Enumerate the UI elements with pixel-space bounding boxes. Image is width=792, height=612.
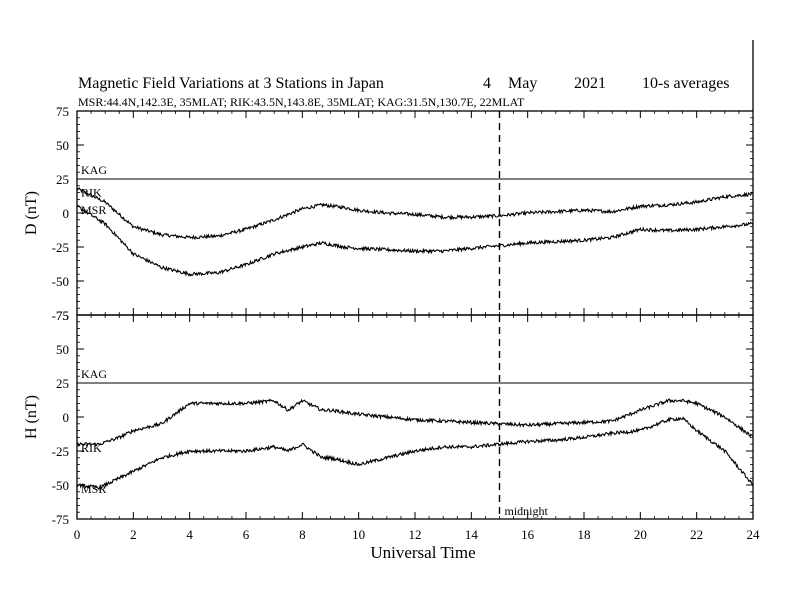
y-tick-label: 50 xyxy=(56,138,69,153)
y-tick-label: -25 xyxy=(52,240,69,255)
y-tick-label: 25 xyxy=(56,376,69,391)
x-tick-label: 18 xyxy=(578,527,591,542)
series-label-msr: MSR xyxy=(81,482,106,496)
series-line-rik xyxy=(76,398,754,447)
chart-date-month: May xyxy=(508,75,537,92)
y-tick-label: 75 xyxy=(56,104,69,119)
series-line-msr xyxy=(76,204,754,277)
midnight-label: midnight xyxy=(505,504,549,518)
series-label-msr: MSR xyxy=(81,203,106,217)
x-tick-label: 0 xyxy=(74,527,81,542)
x-tick-label: 16 xyxy=(521,527,535,542)
chart-date-day: 4 xyxy=(483,75,491,92)
panel-frame xyxy=(76,314,754,520)
x-tick-label: 12 xyxy=(409,527,422,542)
x-tick-label: 4 xyxy=(186,527,193,542)
y-tick-label: -50 xyxy=(52,274,69,289)
y-tick-label: 50 xyxy=(56,342,69,357)
x-axis-label: Universal Time xyxy=(370,543,475,562)
x-tick-label: 8 xyxy=(299,527,306,542)
series-label-rik: RIK xyxy=(81,186,102,200)
y-tick-label: -75 xyxy=(52,512,69,527)
y-tick-label: 25 xyxy=(56,172,69,187)
series-label-rik: RIK xyxy=(81,441,102,455)
panel-frame xyxy=(76,110,754,316)
x-tick-label: 20 xyxy=(634,527,647,542)
x-tick-label: 14 xyxy=(465,527,479,542)
y-tick-label: 0 xyxy=(63,410,70,425)
y-axis-label: D (nT) xyxy=(23,191,40,235)
y-tick-label: 0 xyxy=(63,206,70,221)
chart-title: Magnetic Field Variations at 3 Stations … xyxy=(78,75,384,92)
x-tick-label: 6 xyxy=(243,527,250,542)
x-tick-label: 24 xyxy=(747,527,761,542)
y-tick-label: 75 xyxy=(56,308,69,323)
series-line-rik xyxy=(76,187,754,240)
series-label-kag: KAG xyxy=(81,367,107,381)
chart-subtitle: MSR:44.4N,142.3E, 35MLAT; RIK:43.5N,143.… xyxy=(78,95,525,109)
series-label-kag: KAG xyxy=(81,163,107,177)
panel-h: 75 50 25 0 -25 -50 -75 H (nT) KAG RIK MSR xyxy=(23,308,754,527)
chart-averaging: 10-s averages xyxy=(642,75,730,92)
y-axis-label: H (nT) xyxy=(23,395,40,439)
panel-d: 75 50 25 0 -25 -50 -75 D (nT) KAG RIK MSR xyxy=(23,104,754,323)
series-line-msr xyxy=(76,416,754,491)
y-tick-label: -25 xyxy=(52,444,69,459)
chart-date-year: 2021 xyxy=(574,75,606,92)
x-tick-label: 22 xyxy=(690,527,703,542)
y-tick-label: -75 xyxy=(52,308,69,323)
x-tick-label: 10 xyxy=(352,527,365,542)
y-tick-label: -50 xyxy=(52,478,69,493)
x-tick-label: 2 xyxy=(130,527,137,542)
